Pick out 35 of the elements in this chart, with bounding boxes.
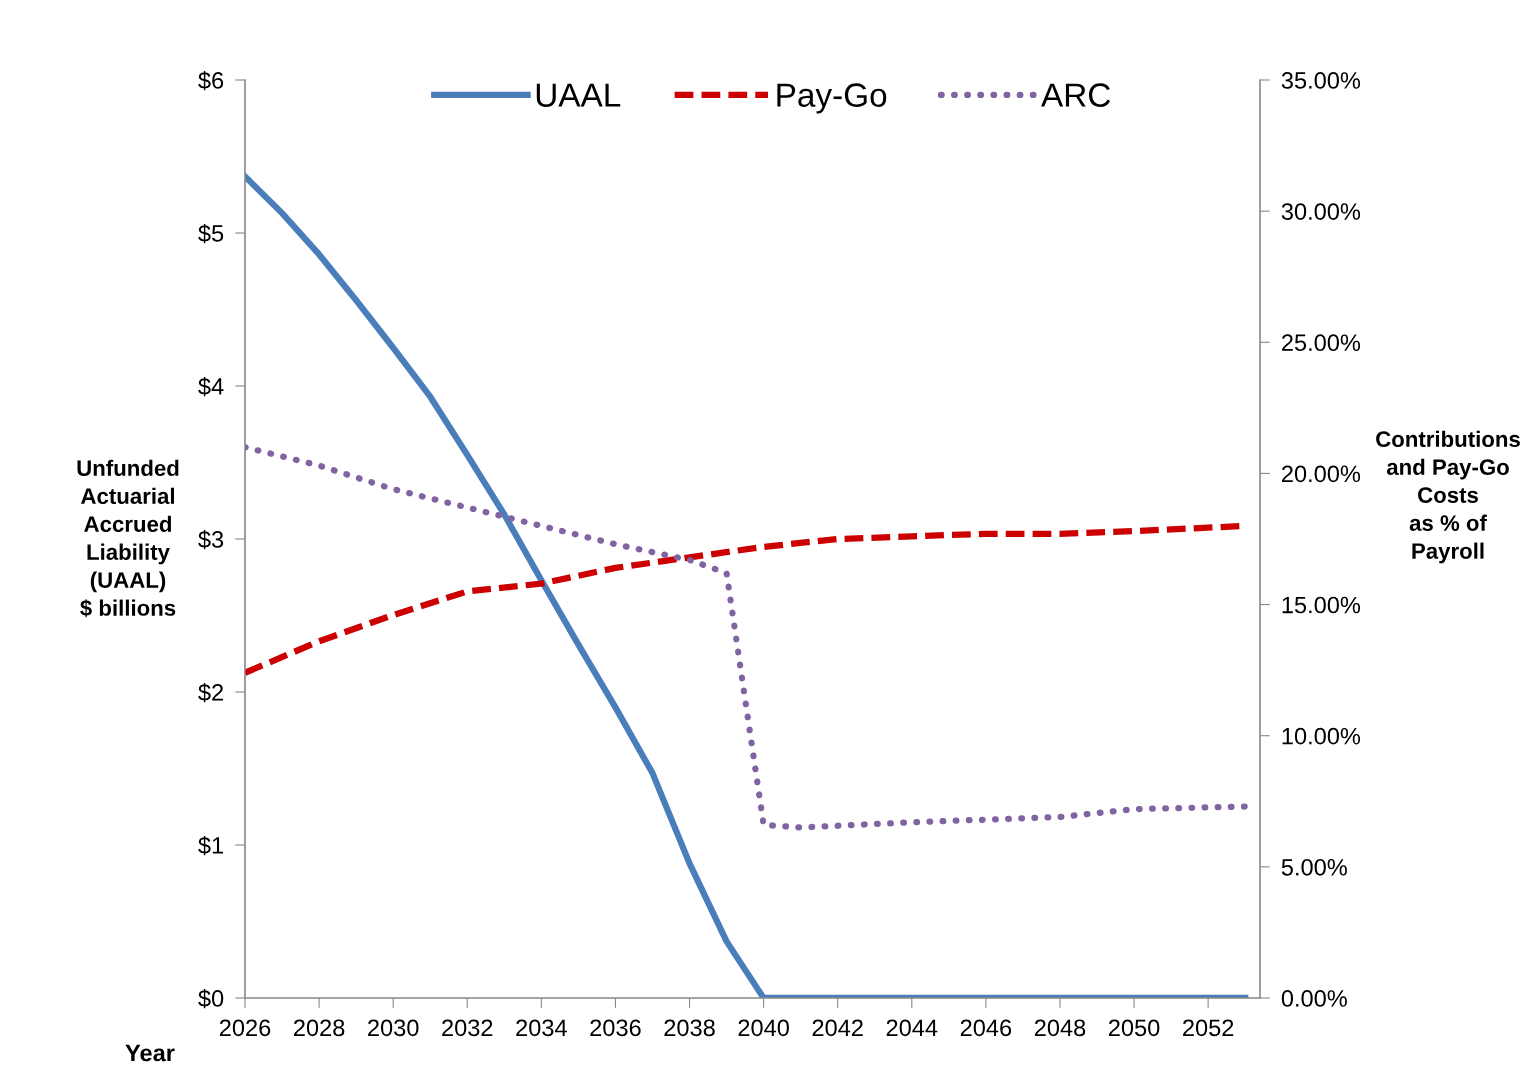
y-tick-label: $0 xyxy=(198,989,224,1009)
y-tick-label: $4 xyxy=(198,377,224,397)
x-tick-label: 2048 xyxy=(1034,1019,1086,1037)
y2-tick-label: 10.00% xyxy=(1282,727,1361,745)
x-tick-label: 2050 xyxy=(1108,1019,1160,1037)
y2-axis-title: Contributions and Pay-Go Costs as % of Payroll xyxy=(1376,430,1520,564)
x-axis-title: Year xyxy=(125,1044,175,1062)
y2-tick-label: 35.00% xyxy=(1281,72,1361,89)
x-tick-label: 2042 xyxy=(812,1019,863,1037)
legend-label: UAAL xyxy=(536,83,621,107)
x-tick-label: 2034 xyxy=(516,1019,567,1037)
y2-tick-label: 5.00% xyxy=(1281,858,1347,876)
legend-label: Pay-Go xyxy=(777,83,887,114)
x-tick-label: 2028 xyxy=(294,1019,345,1037)
x-tick-label: 2038 xyxy=(664,1019,715,1037)
x-tick-label: 2026 xyxy=(219,1019,271,1037)
y2-tick-label: 20.00% xyxy=(1282,465,1361,483)
y-axis-title: Unfunded Actuarial Accrued Liability (UAAL) $ billions xyxy=(77,459,179,618)
x-tick-label: 2052 xyxy=(1183,1019,1234,1037)
x-tick-label: 2040 xyxy=(738,1019,789,1037)
x-tick-label: 2036 xyxy=(590,1019,641,1037)
y2-tick-label: 30.00% xyxy=(1281,203,1361,220)
legend-label: ARC xyxy=(1041,83,1111,107)
x-tick-label: 2030 xyxy=(368,1019,419,1037)
y-tick-label: $6 xyxy=(198,71,224,91)
y2-tick-label: 25.00% xyxy=(1282,334,1361,352)
y-tick-label: $5 xyxy=(198,224,224,244)
y-tick-label: $1 xyxy=(198,836,224,856)
y-tick-label: $2 xyxy=(198,683,223,703)
x-tick-label: 2032 xyxy=(442,1019,493,1037)
x-tick-label: 2046 xyxy=(960,1019,1012,1037)
y-tick-label: $3 xyxy=(198,530,224,550)
x-tick-label: 2044 xyxy=(886,1019,938,1037)
y2-tick-label: 0.00% xyxy=(1281,990,1347,1007)
y2-tick-label: 15.00% xyxy=(1282,596,1361,614)
